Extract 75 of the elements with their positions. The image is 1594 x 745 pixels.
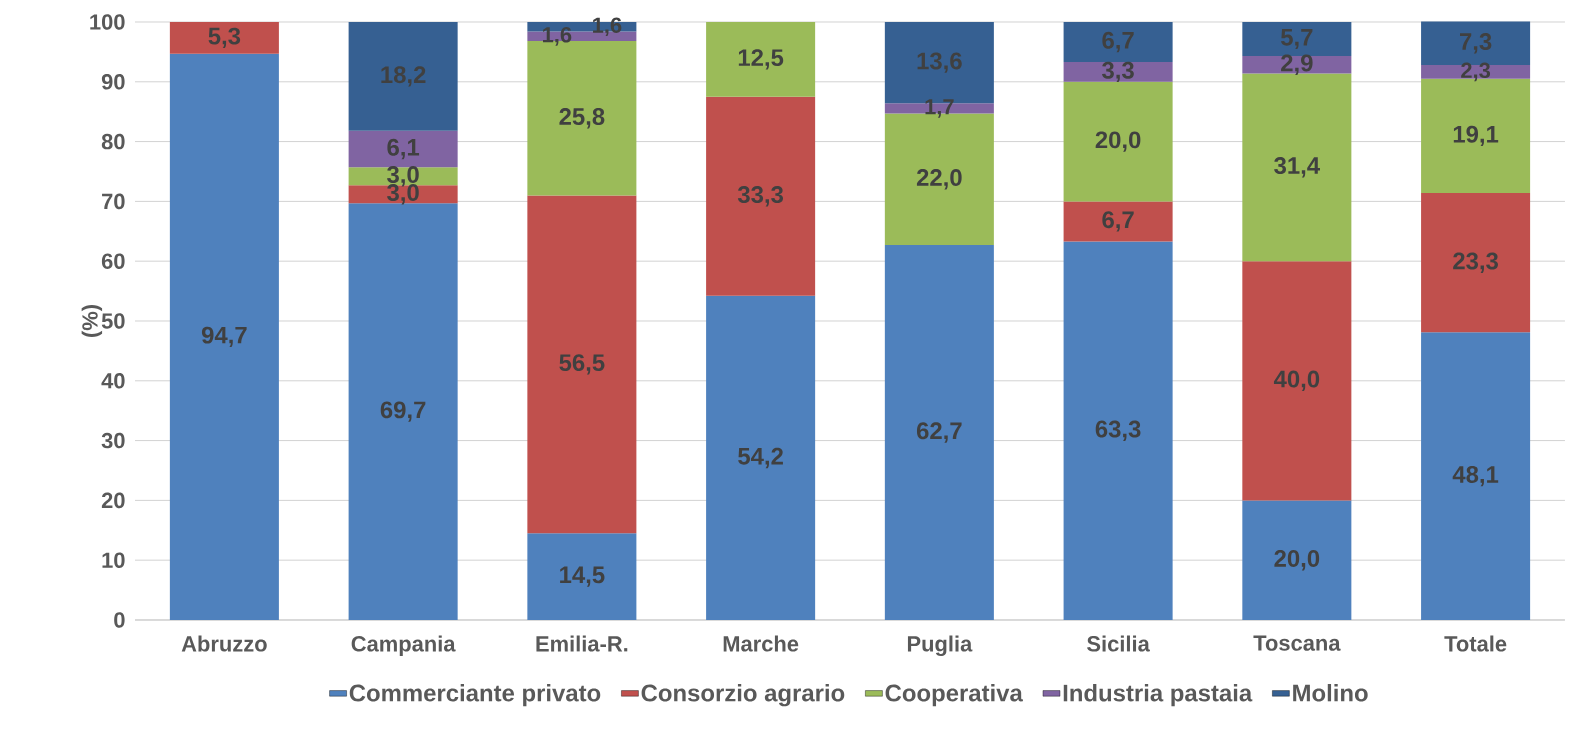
bar	[348, 130, 458, 168]
bar	[706, 21, 816, 97]
y-tick-label: 20	[101, 492, 125, 509]
y-tick-label: 30	[101, 432, 125, 449]
legend-label: Molino	[1293, 683, 1368, 702]
y-tick-label: 90	[101, 74, 125, 90]
data-label: 6,7	[1102, 31, 1134, 53]
legend-label: Cooperativa	[885, 683, 1023, 707]
x-tick-label: Sicilia	[1087, 635, 1150, 652]
data-label: 6,7	[1102, 211, 1134, 232]
x-tick-label: Campania	[351, 635, 456, 656]
data-label: 62,7	[916, 422, 962, 443]
bar	[1063, 201, 1173, 242]
bar	[348, 21, 458, 131]
bar	[1421, 193, 1531, 333]
bar	[1063, 81, 1173, 202]
data-label: 20,0	[1274, 550, 1320, 571]
data-label: 7,3	[1460, 33, 1492, 54]
bar	[1063, 62, 1173, 82]
legend-label: Commerciante privato	[349, 683, 601, 707]
bar	[884, 245, 994, 620]
data-label: 2,9	[1281, 54, 1313, 75]
bar	[169, 21, 279, 54]
y-tick-label: 0	[114, 612, 125, 628]
x-tick-label: Puglia	[907, 635, 973, 657]
x-tick-label: Emilia-R.	[536, 635, 628, 652]
data-label: 13,6	[917, 52, 962, 73]
data-label: 54,2	[738, 447, 783, 469]
data-label: 56,5	[559, 354, 605, 375]
data-label: 5,3	[208, 27, 241, 49]
legend-label: Consorzio agrario	[641, 683, 845, 707]
data-label: 14,5	[560, 566, 605, 587]
data-label: 3,3	[1102, 61, 1134, 83]
bar	[1242, 261, 1352, 501]
data-label: 6,1	[387, 138, 420, 160]
data-label: 12,5	[738, 49, 784, 70]
data-label: 5,7	[1280, 28, 1313, 50]
data-label: 94,7	[201, 326, 247, 348]
legend-label: Industria pastaia	[1063, 683, 1253, 707]
data-label: 48,1	[1452, 465, 1499, 487]
bar	[706, 96, 816, 296]
y-tick-label: 60	[101, 253, 125, 269]
y-tick-label: 100	[90, 14, 125, 30]
data-label: 22,0	[916, 169, 962, 190]
bar	[527, 195, 637, 534]
data-label: 31,4	[1274, 157, 1320, 178]
data-label: 25,8	[559, 108, 605, 129]
x-tick-label: Marche	[723, 635, 799, 652]
bar	[1242, 500, 1352, 620]
data-label: 2,3	[1461, 62, 1491, 82]
x-tick-label: Totale	[1444, 635, 1507, 652]
bar	[348, 203, 458, 620]
data-label: 18,2	[381, 66, 426, 87]
data-label: 40,0	[1273, 370, 1320, 391]
bar	[1063, 241, 1173, 620]
y-tick-label: 70	[102, 193, 125, 210]
x-tick-label: Abruzzo	[181, 635, 267, 652]
data-label: 23,3	[1453, 252, 1498, 273]
y-tick-label: 50	[101, 313, 125, 329]
y-axis-title: (%)	[81, 305, 103, 337]
bar	[706, 295, 816, 620]
data-label: 33,3	[737, 186, 784, 207]
data-label: 69,7	[380, 401, 426, 422]
y-tick-label: 40	[101, 373, 125, 389]
data-label: 20,0	[1095, 131, 1141, 152]
y-tick-label: 10	[102, 552, 125, 568]
bar	[1063, 21, 1173, 63]
bar	[527, 533, 637, 620]
bar	[169, 53, 279, 620]
data-label: 63,3	[1095, 420, 1141, 441]
bar	[1421, 332, 1531, 620]
y-tick-label: 80	[101, 133, 125, 150]
x-tick-label: Toscana	[1253, 635, 1341, 651]
data-label: 19,1	[1453, 125, 1499, 147]
bar	[1242, 73, 1352, 262]
